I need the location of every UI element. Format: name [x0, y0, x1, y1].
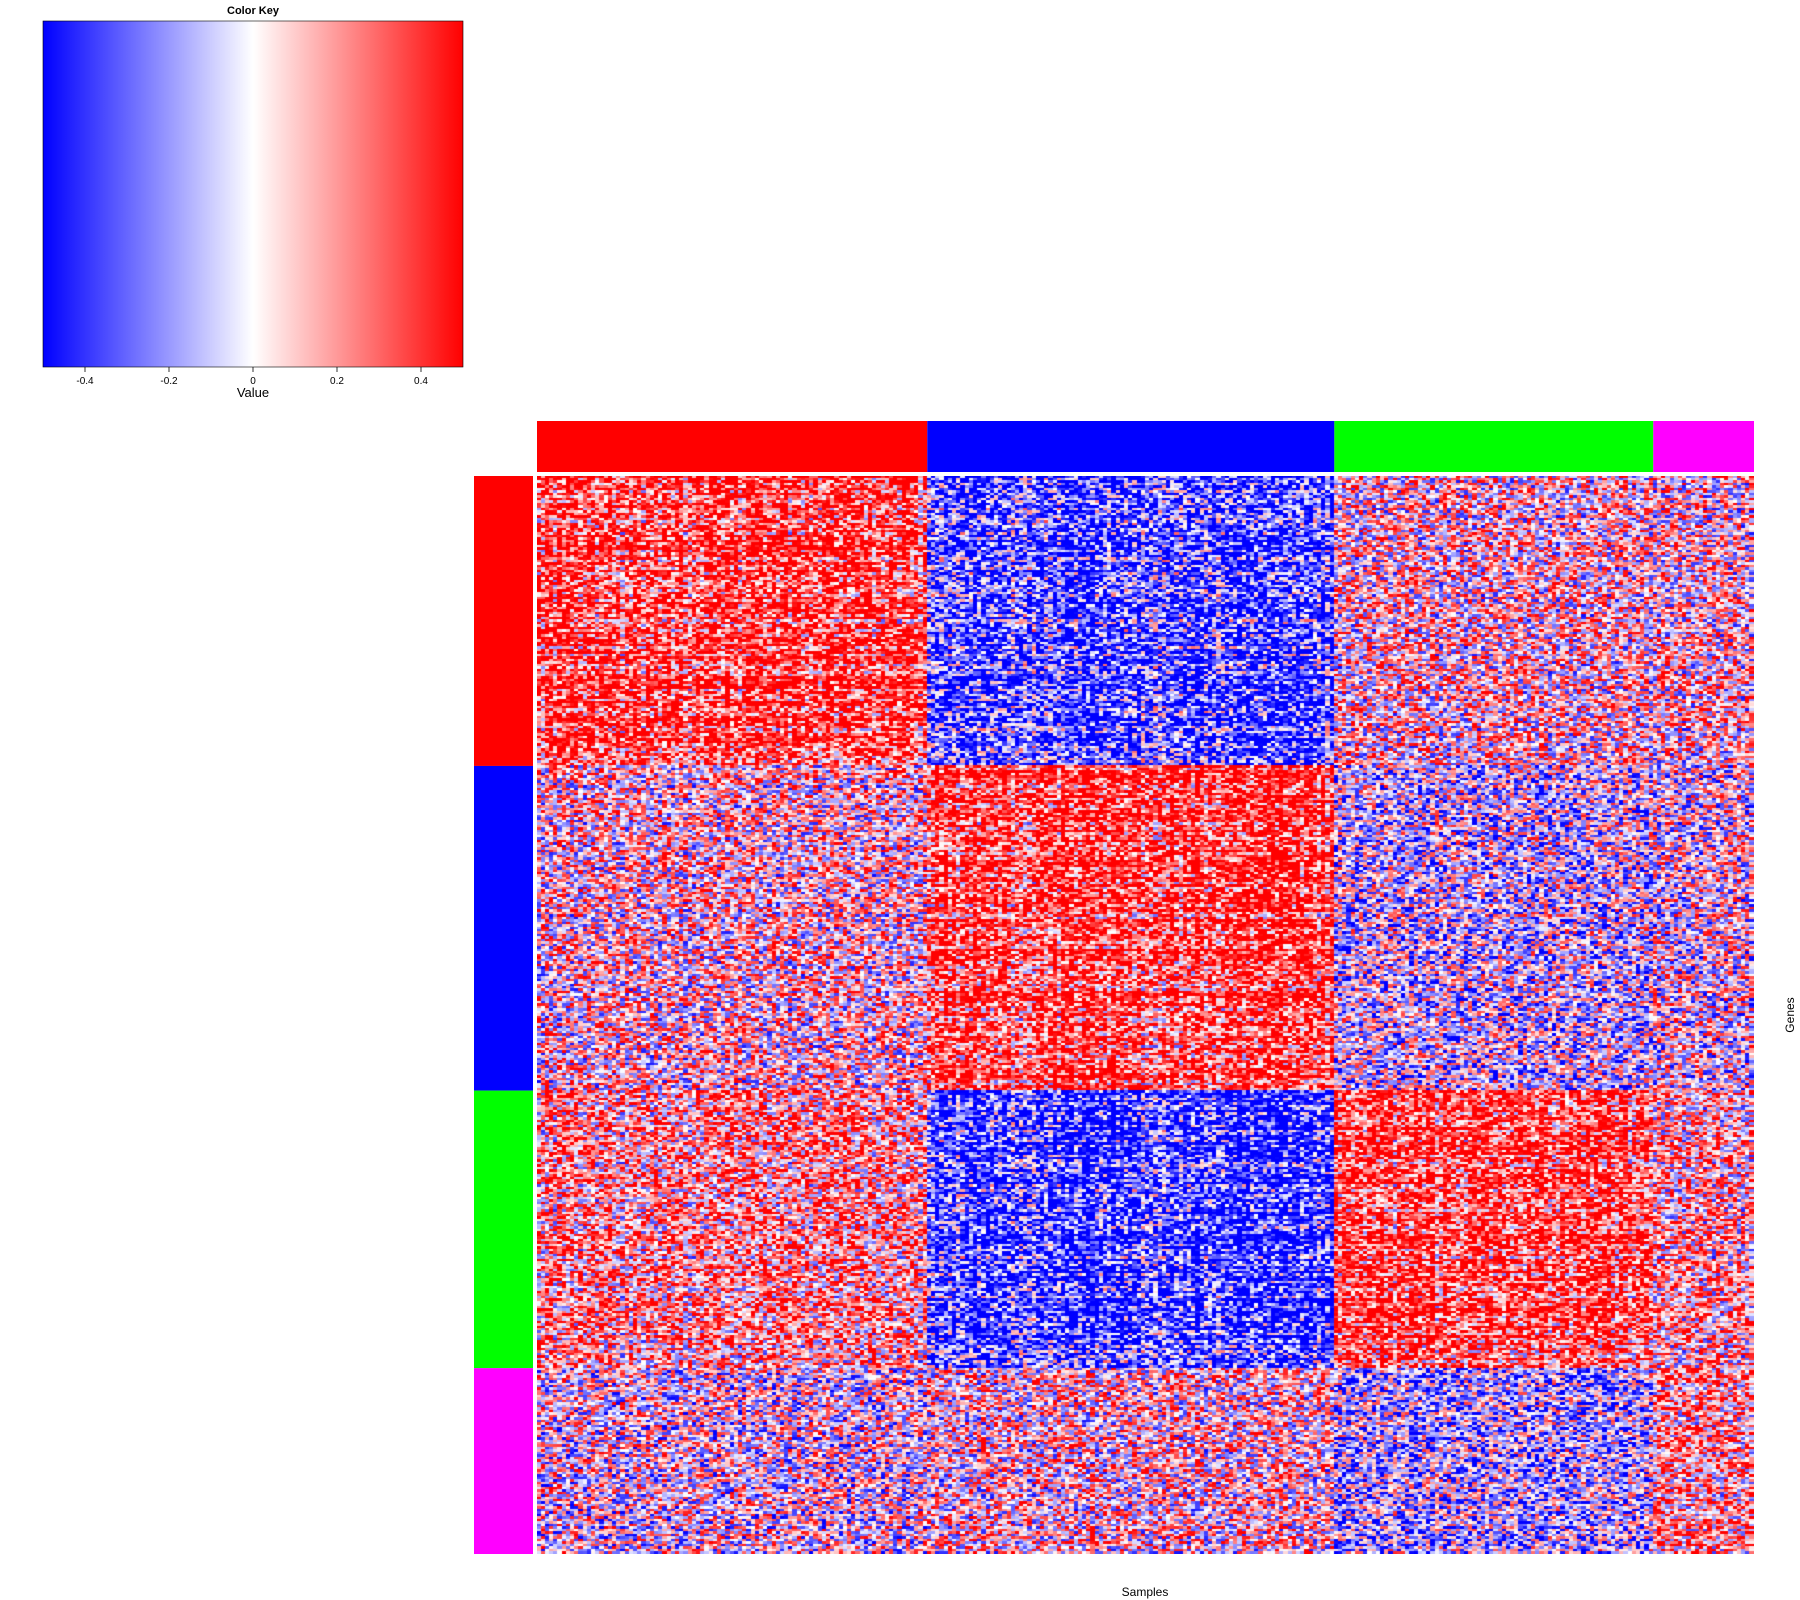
row-group-3: [474, 1090, 533, 1369]
heatmap-body: [537, 476, 1754, 1554]
color-key-tick-label: -0.4: [76, 376, 94, 387]
color-key: Color Key -0.4 -0.2 0 0.2 0.4 Value: [42, 5, 464, 400]
column-side-colors: [537, 421, 1754, 472]
row-group-2: [474, 765, 533, 1091]
color-key-gradient: [42, 20, 464, 368]
row-group-4: [474, 1368, 533, 1554]
color-key-tick-label: 0.2: [330, 376, 344, 387]
color-key-tick-label: 0.4: [414, 376, 428, 387]
column-group-1: [537, 421, 928, 472]
color-key-axis: -0.4 -0.2 0 0.2 0.4: [76, 367, 428, 387]
row-group-1: [474, 476, 533, 766]
heatmap-cells: [537, 476, 1754, 1554]
color-key-tick-label: -0.2: [160, 376, 178, 387]
column-group-2: [927, 421, 1335, 472]
column-group-4: [1653, 421, 1754, 472]
row-side-colors: [474, 476, 533, 1554]
color-key-xlabel: Value: [237, 385, 269, 400]
x-axis-label: Samples: [1122, 1585, 1169, 1599]
color-key-tick-label: 0: [250, 376, 256, 387]
color-key-title: Color Key: [227, 5, 280, 17]
column-group-3: [1334, 421, 1654, 472]
y-axis-label: Genes: [1783, 997, 1797, 1032]
